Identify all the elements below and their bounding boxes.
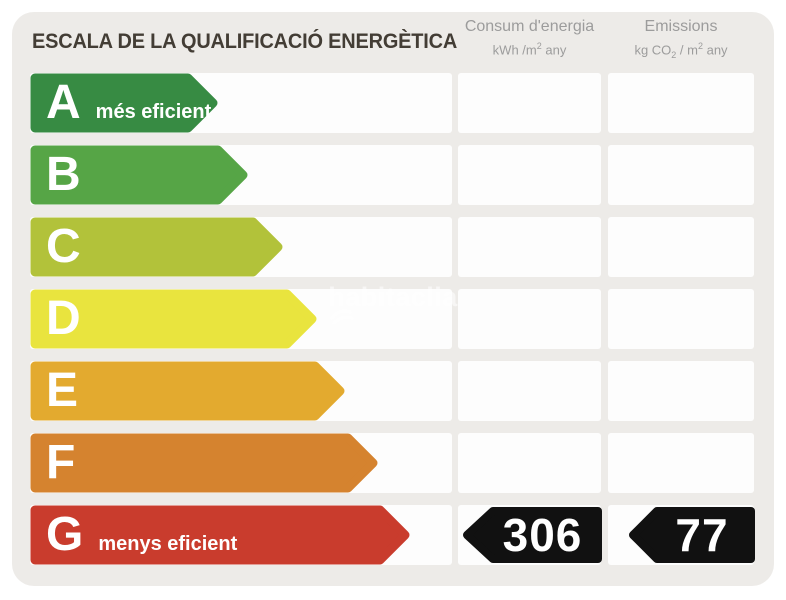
emissions-header-unit: kg CO2 / m2 any [634,41,728,60]
band-arrow-shape [30,505,410,565]
emissions-header-label: Emissions [644,18,718,35]
consumption-cell [458,73,601,133]
watermark-swoosh-icon [330,309,354,324]
consumption-header-unit: kWh /m2 any [492,41,567,58]
band-letter: A [46,76,81,129]
band-arrow-shape [30,433,378,493]
band-row: D [0,289,786,349]
column-header-emissions: Emissions kg CO2 / m2 any [608,18,754,63]
band-letter: D [46,292,81,345]
band-letter: E [46,364,79,417]
band-text: E [46,361,78,421]
emissions-cell [608,289,754,349]
band-arrow-shape [30,361,345,421]
band-label: més eficient [95,101,212,123]
band-text: B [46,145,81,205]
band-text: F [46,433,75,493]
consumption-header-label: Consum d'energia [464,18,595,35]
consumption-cell [458,289,601,349]
band-row: F [0,433,786,493]
emissions-value-arrow: 77 [628,506,756,564]
band-row: C [0,217,786,277]
emissions-cell [608,433,754,493]
emissions-cell [608,145,754,205]
consumption-cell [458,217,601,277]
consumption-value-arrow: 306 [462,506,603,564]
band-arrow-shape [30,217,283,277]
left-arrow-icon [463,507,602,563]
band-arrow-shape [30,289,317,349]
left-arrow-icon [629,507,755,563]
consumption-cell [458,433,601,493]
band-letter: B [46,148,81,201]
band-letter: G [46,508,84,561]
band-row: E [0,361,786,421]
emissions-cell [608,361,754,421]
emissions-value: 77 [675,509,729,561]
emissions-cell [608,73,754,133]
watermark-text: habitaclia [328,282,458,312]
consumption-cell [458,361,601,421]
column-header-consumption: Consum d'energia kWh /m2 any [458,18,601,58]
band-text: C [46,217,81,277]
page-title: ESCALA DE LA QUALIFICACIÓ ENERGÈTICA [32,30,458,53]
band-arrow-shape [30,145,248,205]
band-letter: C [46,220,81,273]
band-letter: F [46,436,76,489]
band-arrow-shape [30,73,218,133]
consumption-cell [458,145,601,205]
consumption-value: 306 [502,509,583,561]
band-row: B [0,145,786,205]
band-label: menys eficient [98,533,238,555]
emissions-cell [608,217,754,277]
band-text: D [46,289,81,349]
